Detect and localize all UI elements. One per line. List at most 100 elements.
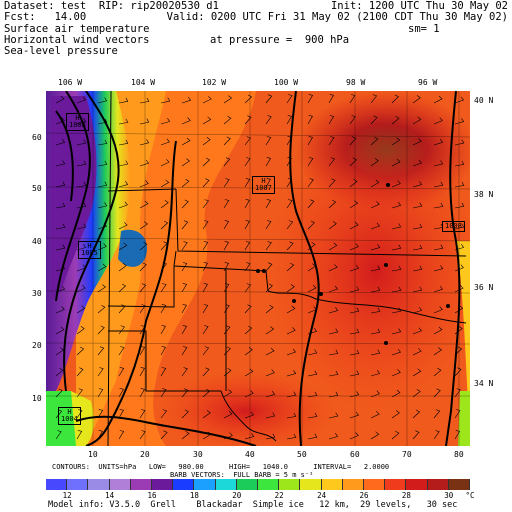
- wind-barb: [370, 201, 380, 209]
- wind-barb: [244, 262, 251, 272]
- colorbar-label: 22: [274, 491, 284, 500]
- wind-barb: [370, 390, 380, 398]
- wind-barb: [412, 181, 423, 188]
- wind-barb: [118, 304, 126, 314]
- wind-barb: [202, 431, 212, 440]
- wind-barb: [244, 136, 251, 146]
- wind-barb: [76, 202, 87, 209]
- wind-barb: [454, 202, 465, 209]
- dataset-label: Dataset: test RIP: rip20020530 d1: [4, 0, 219, 12]
- pressure-high-center-type: H: [261, 177, 266, 185]
- wind-barb: [391, 389, 401, 398]
- wind-barb: [391, 410, 400, 419]
- wind-barb: [160, 179, 170, 188]
- pressure-contour-label-east: 1008: [442, 221, 465, 232]
- wind-barb: [412, 244, 423, 251]
- wind-barb: [349, 243, 359, 251]
- wind-barb: [286, 178, 293, 188]
- wind-barb: [307, 391, 318, 398]
- wind-barb: [76, 139, 87, 146]
- wind-barb: [391, 180, 401, 188]
- lat-label-40: 40 N: [474, 96, 494, 105]
- wind-barb: [454, 388, 461, 398]
- wind-barb: [76, 409, 83, 419]
- wind-barb: [139, 325, 146, 335]
- wind-barb: [202, 325, 209, 335]
- wind-barb: [307, 178, 314, 188]
- wind-barb: [307, 370, 318, 377]
- wind-barb: [118, 367, 125, 377]
- wind-barb: [76, 118, 87, 125]
- red-region-east: [266, 131, 470, 411]
- wind-barb: [181, 430, 190, 440]
- wind-barb: [349, 136, 357, 146]
- wind-barb: [307, 327, 318, 335]
- wind-barb: [97, 160, 108, 167]
- colorbar-swatch: [342, 479, 365, 490]
- wind-barb: [349, 328, 360, 335]
- wind-barb: [160, 159, 170, 167]
- wind-barb: [202, 241, 209, 251]
- wind-barb: [139, 262, 147, 272]
- wind-barb: [328, 199, 337, 209]
- wind-barb: [454, 409, 461, 419]
- wind-barb: [412, 202, 423, 209]
- wind-barb: [244, 347, 253, 356]
- colorbar-label: 18: [189, 491, 199, 500]
- x-tick-20: 20: [140, 450, 150, 459]
- x-tick-60: 60: [350, 450, 360, 459]
- wind-barb: [55, 223, 66, 230]
- colorbar-label: 30: [444, 491, 454, 500]
- wind-barbs: [55, 94, 465, 440]
- wind-barb: [139, 159, 150, 167]
- wind-barb: [55, 160, 66, 167]
- wind-barb: [160, 409, 168, 419]
- wind-barb: [97, 139, 108, 146]
- wind-barb: [433, 160, 444, 167]
- wind-barb: [433, 138, 444, 146]
- wind-barb: [328, 307, 339, 314]
- wind-barb: [391, 286, 402, 293]
- wind-barb: [412, 95, 421, 104]
- wind-barb: [202, 346, 210, 356]
- wind-barb: [160, 262, 167, 272]
- wind-barb: [349, 264, 360, 272]
- wind-barb: [76, 305, 86, 314]
- wind-barb: [118, 222, 128, 230]
- wind-barb: [76, 96, 86, 104]
- station-markers: [256, 183, 450, 345]
- wind-barb: [391, 115, 400, 125]
- wind-barb: [391, 158, 401, 167]
- wind-barb: [244, 178, 251, 188]
- wind-barb: [349, 349, 360, 356]
- wind-barb: [307, 136, 314, 146]
- wind-barb: [349, 370, 360, 377]
- wind-barb: [202, 96, 212, 104]
- wind-barb: [328, 264, 338, 272]
- wind-barb: [307, 94, 314, 104]
- wind-barb: [181, 283, 188, 293]
- wind-barb: [307, 284, 317, 293]
- pressure-high-sw-value: 1004: [61, 415, 78, 423]
- lon-label-100: 100 W: [274, 78, 299, 87]
- wind-barb: [139, 200, 149, 209]
- wind-barb: [433, 409, 441, 419]
- pressure-high-center: H 1007: [252, 176, 275, 194]
- wind-barb: [370, 179, 380, 188]
- wind-barb: [223, 367, 232, 377]
- wind-barb: [391, 430, 400, 440]
- wind-barb: [223, 389, 233, 398]
- wind-barb: [328, 136, 335, 146]
- wind-barb: [412, 327, 422, 335]
- wind-barb: [139, 241, 148, 251]
- wind-barb: [433, 181, 444, 188]
- wind-barb: [181, 117, 191, 125]
- wind-barb: [265, 115, 272, 125]
- wind-barb: [265, 369, 275, 377]
- wind-barb: [244, 433, 255, 440]
- wind-barb: [454, 264, 464, 272]
- wind-barb: [328, 391, 339, 398]
- wind-barb: [118, 263, 127, 272]
- wind-barb: [391, 369, 401, 377]
- wind-barb: [265, 136, 272, 146]
